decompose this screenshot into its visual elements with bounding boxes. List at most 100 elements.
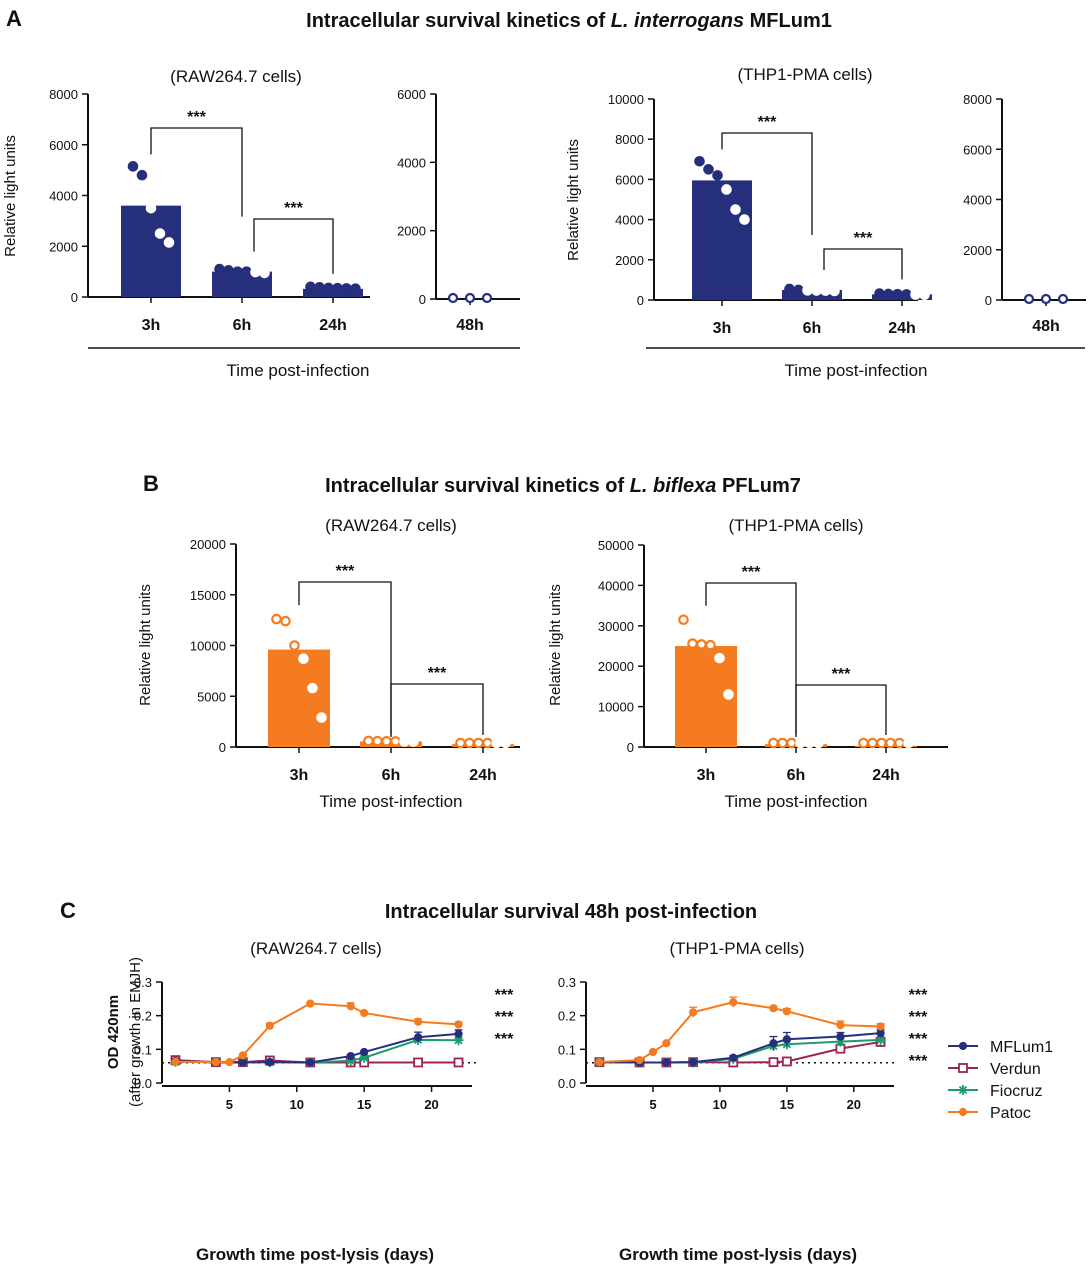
panel-b-chart-2-bar [855, 745, 917, 747]
panel-a-chart-2-side-data-point [1040, 293, 1052, 305]
legend-label-patoc: Patoc [990, 1105, 1031, 1122]
panel-c-chart-1-data-point-fiocruz [359, 1052, 370, 1063]
panel-b-chart-2-bracket-1-label: *** [742, 564, 761, 581]
panel-a-chart-2-category-label: 24h [888, 320, 916, 337]
panel-a-chart-1-data-point [127, 161, 139, 172]
panel-a-chart-2-y-tick-label: 0 [637, 293, 644, 308]
panel-a-chart-2-xlabel: Time post-infection [785, 361, 928, 380]
panel-a-chart-1-bracket-1 [150, 127, 243, 217]
panel-c-chart-1-data-point-mflum1 [413, 1033, 423, 1042]
panel-a-chart-2-ylabel: Relative light units [565, 139, 582, 261]
panel-c-chart-2-data-point-mflum1 [662, 1058, 671, 1067]
panel-c-chart-1-significance: *** [495, 1009, 514, 1026]
panel-c-chart-1-x-tick-label: 15 [357, 1097, 371, 1112]
panel-a-chart-2-side-y-tick-label: 6000 [963, 142, 992, 157]
legend-marker-fiocruz [958, 1085, 968, 1095]
panel-c-chart-1-x-tick-label: 5 [226, 1097, 233, 1112]
panel-a-chart-1-data-point [145, 202, 157, 214]
panel-a-chart-1-xlabel: Time post-infection [227, 361, 370, 380]
panel-c-chart-2-y-tick-label: 0.1 [558, 1042, 576, 1057]
panel-c-chart-2-x-tick-label: 15 [780, 1097, 794, 1112]
panel-c-chart-1-data-point-mflum1 [454, 1029, 463, 1038]
panel-a-chart-2-subtitle: (THP1-PMA cells) [737, 65, 872, 84]
panel-a-chart-2-data-point [712, 170, 723, 181]
panel-a-chart-1-data-point [241, 266, 252, 277]
panel-b-chart-2-y-tick-label: 20000 [598, 659, 634, 674]
panel-a-chart-2-side-category-label: 48h [1032, 318, 1060, 335]
panel-a-chart-1-ylabel: Relative light units [2, 135, 19, 257]
panel-a-chart-1-side-y-tick-label: 6000 [397, 87, 426, 102]
panel-b-chart-1-data-point [271, 613, 282, 625]
panel-a-chart-2-bracket-2 [823, 248, 903, 280]
panel-c-chart-2-x-tick-label: 5 [649, 1097, 656, 1112]
panel-c-chart-2-subtitle: (THP1-PMA cells) [669, 939, 804, 958]
panel-b-chart-2-data-point [813, 737, 824, 749]
panel-a-chart-2-data-point [919, 289, 930, 301]
panel-a-chart-2-category-label: 3h [713, 320, 732, 337]
panel-a-chart-2-data-point [829, 285, 840, 297]
panel-a-chart-2-y-tick-label: 4000 [615, 213, 644, 228]
panel-a-chart-2-side-y-tick-label: 0 [985, 293, 992, 308]
panel-a-chart-2-bracket-1-label: *** [758, 114, 777, 131]
panel-b-chart-2-data-point [903, 737, 914, 749]
panel-c-chart-1-y-tick-label: 0.2 [134, 1009, 152, 1024]
panel-c-chart-1-significance: *** [495, 1031, 514, 1048]
panel-b-chart-2-ylabel: Relative light units [547, 584, 564, 706]
panel-a-chart-1-side-y-tick-label: 2000 [397, 224, 426, 239]
title-species: L. biflexa [630, 475, 717, 497]
panel-c-chart-1-data-point-mflum1 [306, 1058, 315, 1067]
panel-a-chart-1-data-point [332, 282, 343, 294]
panel-c-chart-1-data-point-patoc [225, 1058, 234, 1067]
panel-a-chart-1-category-label: 24h [319, 317, 347, 334]
panel-b-chart-1-subtitle: (RAW264.7 cells) [325, 516, 457, 535]
panel-b-chart-2-y-tick-label: 40000 [598, 578, 634, 593]
panel-c-chart-2-y-tick-label: 0.2 [558, 1009, 576, 1024]
panel-b-chart-1-y-tick-label: 0 [219, 740, 226, 755]
panel-b-chart-1-xlabel: Time post-infection [320, 792, 463, 811]
panel-a-chart-1-subtitle: (RAW264.7 cells) [170, 67, 302, 86]
panel-a-chart-2-bracket-1 [721, 132, 813, 235]
title-text: Intracellular survival kinetics of [306, 10, 611, 32]
panel-a-chart-1-category-label: 6h [233, 317, 252, 334]
panel-c-chart-2-data-point-patoc [689, 1008, 698, 1017]
panel-c-chart-1-series-line-patoc [175, 1002, 459, 1064]
panel-a-chart-2-bar [782, 289, 842, 300]
panel-b-chart-2-data-point [768, 737, 779, 749]
panel-c-chart-2-data-point-patoc [876, 1022, 885, 1031]
panel-c-chart-2-data-point-patoc [648, 1047, 658, 1057]
panel-b-chart-2-data-point [678, 614, 689, 626]
title-strain: PFLum7 [716, 475, 800, 497]
panel-a-chart-1-data-point [350, 283, 361, 294]
panel-c-chart-1-data-point-patoc [454, 1020, 463, 1029]
panel-a-chart-1-data-point [259, 267, 270, 279]
panel-a-chart-2-data-point [694, 156, 705, 167]
panel-c-chart-2-y-tick-label: 0.0 [558, 1076, 576, 1091]
panel-a-chart-1-side-y-tick-label: 0 [419, 292, 426, 307]
panel-b-title: Intracellular survival kinetics of L. bi… [325, 475, 801, 497]
panel-a-chart-1-y-tick-label: 8000 [49, 87, 78, 102]
panel-a-chart-1-bracket-1-label: *** [187, 109, 206, 126]
panel-b-chart-2-data-point [714, 652, 725, 664]
panel-c-chart-1-data-point-patoc [171, 1057, 180, 1066]
panel-c-chart-1-data-point-patoc [238, 1051, 247, 1060]
panel-a-chart-1-y-tick-label: 0 [71, 290, 78, 305]
legend-marker-mflum1 [958, 1041, 968, 1051]
panel-c-chart-1-x-tick-label: 20 [424, 1097, 438, 1112]
panel-b-chart-1-data-point [280, 615, 291, 627]
panel-c-chart-2-data-point-patoc [662, 1039, 671, 1048]
panel-c-chart-1-data-point-mflum1 [238, 1058, 247, 1067]
panel-c-chart-2-data-point-mflum1 [876, 1029, 885, 1038]
panel-a-chart-2-bar [872, 294, 932, 300]
panel-c-chart-1-data-point-mflum1 [360, 1047, 369, 1057]
legend-marker-patoc [958, 1107, 968, 1117]
panel-b-chart-1-data-point [298, 653, 309, 664]
panel-c-chart-2-x-tick-label: 20 [847, 1097, 861, 1112]
panel-b-chart-1-data-point [473, 737, 484, 749]
panel-a-chart-2-side-y-tick-label: 8000 [963, 92, 992, 107]
panel-c-chart-2-data-point-mflum1 [729, 1053, 738, 1062]
panel-a-chart-1-y-tick-label: 6000 [49, 138, 78, 153]
panel-b-chart-1-y-tick-label: 10000 [190, 639, 226, 654]
panel-b-chart-2-data-point [786, 737, 797, 749]
panel-a-chart-1-data-point [341, 283, 352, 294]
panel-a-chart-2-data-point [811, 285, 822, 296]
